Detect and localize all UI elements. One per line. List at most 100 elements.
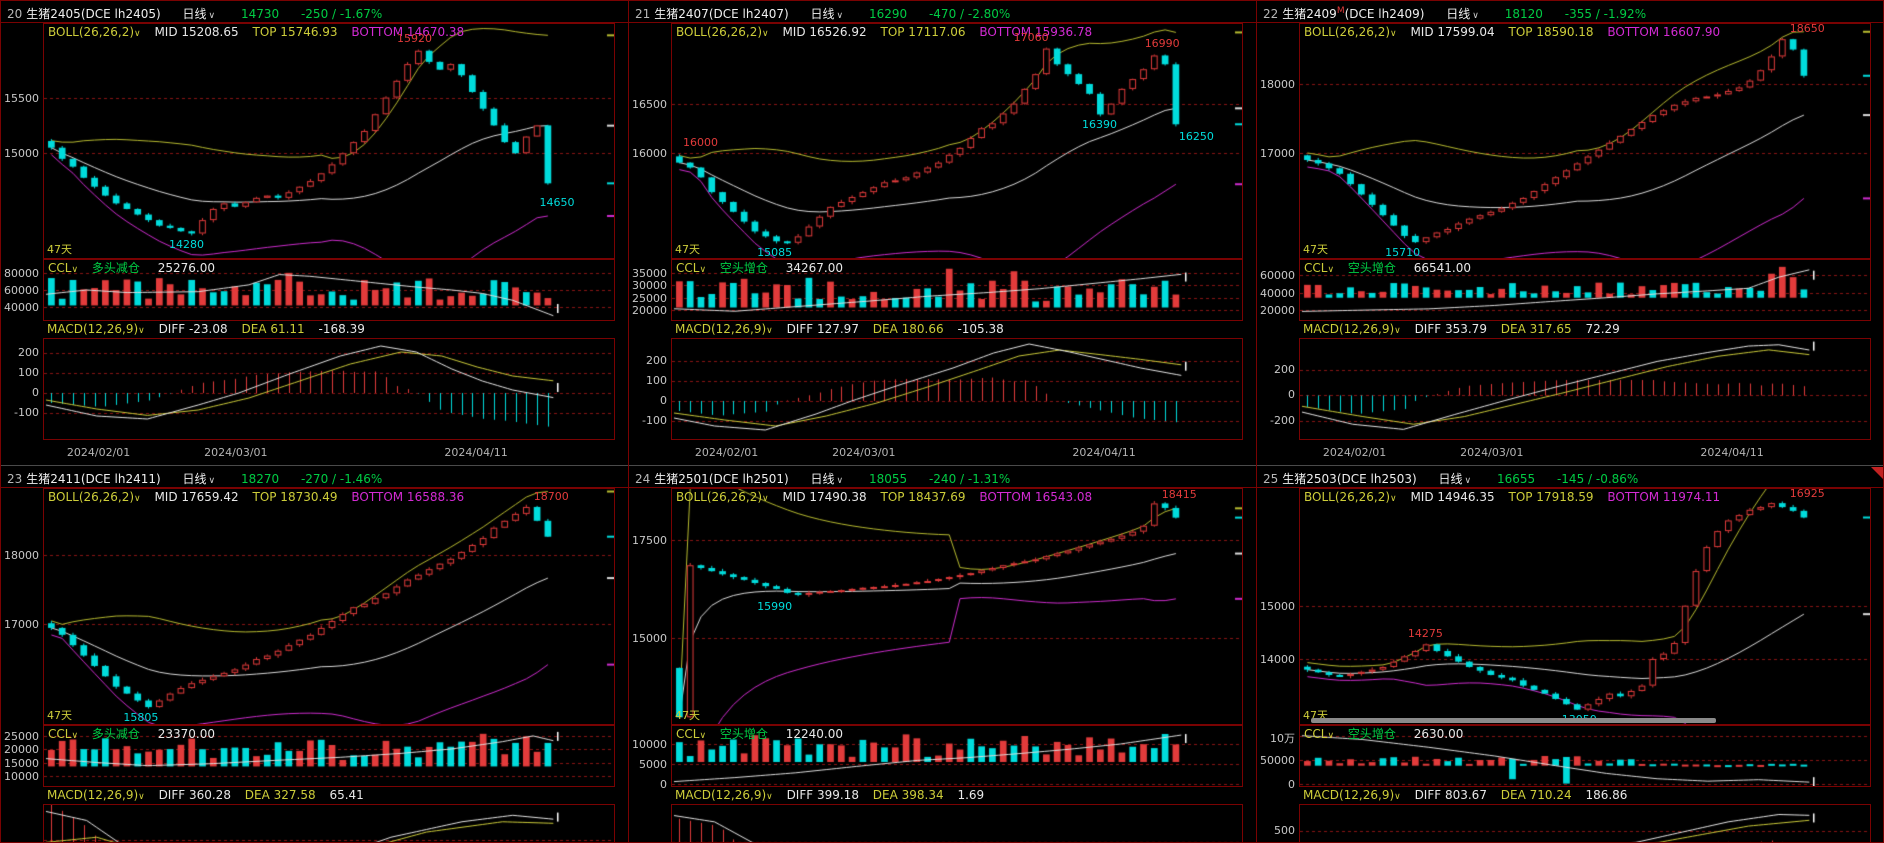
macd-chart[interactable] [672,339,1242,439]
boll-top-value: TOP 18437.69 [880,490,966,504]
candlestick-chart[interactable] [672,24,1242,258]
macd-chart[interactable] [44,339,614,439]
macd-label: MACD(12,26,9) [675,788,767,802]
scroll-corner-arrow[interactable] [1871,467,1883,480]
axis-tick-label: 17500 [632,533,667,547]
axis-tick-label: 50000 [1260,753,1295,767]
contract-code: (DCE lh2411) [80,472,161,486]
boll-label: BOLL(26,26,2) [676,25,763,39]
period-label: 日线 [1446,7,1471,21]
horizontal-scrollbar[interactable] [1311,718,1717,723]
ccl-dropdown[interactable]: CCL∨ [48,727,78,741]
boll-indicator-row: BOLL(26,26,2)∨ MID 15208.65 TOP 15746.93… [48,25,464,40]
boll-bottom-value: BOTTOM 16607.90 [1607,25,1721,39]
boll-dropdown[interactable]: BOLL(26,26,2)∨ [48,490,141,504]
date-tick: 2024/03/01 [832,446,896,459]
boll-dropdown[interactable]: BOLL(26,26,2)∨ [48,25,141,39]
boll-mid-value: MID 17659.42 [154,490,239,504]
price-annotation: 15085 [757,246,793,260]
period-label: 日线 [182,7,207,21]
open-interest-chart[interactable] [672,260,1242,320]
ccl-value: 23370.00 [157,727,215,741]
candlestick-pane: BOLL(26,26,2)∨ MID 17490.38 TOP 18437.69… [671,488,1243,725]
chart-panel: 24 生猪2501(DCE lh2501) 日线 ∨ 18055 -240 / -1… [629,466,1257,842]
period-dropdown[interactable]: 日线 ∨ [183,7,216,21]
ccl-dropdown[interactable]: CCL∨ [48,261,78,275]
last-price: 18120 [1504,7,1543,21]
panel-title-bar: 24 生猪2501(DCE lh2501) 日线 ∨ 18055 -240 / -1… [629,466,1257,487]
ccl-value: 25276.00 [157,261,215,275]
macd-chart[interactable] [1300,805,1870,842]
boll-label: BOLL(26,26,2) [1304,490,1391,504]
ccl-value: 66541.00 [1413,261,1471,275]
open-interest-chart[interactable] [1300,260,1870,320]
ccl-signal: 空头增仓 [719,727,768,741]
open-interest-chart[interactable] [672,726,1242,786]
axis-tick-label: 60000 [1260,269,1295,283]
date-tick: 2024/04/11 [1700,446,1764,459]
macd-diff-value: DIFF 353.79 [1414,322,1487,336]
candlestick-chart[interactable] [1300,489,1870,724]
macd-hist-value: 65.41 [329,788,364,802]
period-dropdown[interactable]: 日线 ∨ [811,472,844,486]
macd-indicator-row: MACD(12,26,9)∨ DIFF 399.18 DEA 398.34 1.… [675,787,984,803]
candlestick-chart[interactable] [672,489,1242,724]
axis-tick-label: 15000 [4,756,39,770]
period-dropdown[interactable]: 日线 ∨ [1439,472,1472,486]
date-axis: 2024/02/01 2024/03/01 2024/04/11 [1300,440,1872,465]
candlestick-chart[interactable] [1300,24,1870,258]
chevron-down-icon: ∨ [1327,265,1335,275]
period-dropdown[interactable]: 日线 ∨ [811,7,844,21]
macd-dropdown[interactable]: MACD(12,26,9)∨ [47,788,145,802]
macd-dropdown[interactable]: MACD(12,26,9)∨ [47,322,145,336]
open-interest-pane: CCL∨ 空头增仓 66541.00 [1299,259,1871,321]
macd-chart[interactable] [1300,339,1870,439]
macd-indicator-row: MACD(12,26,9)∨ DIFF -23.08 DEA 61.11 -16… [47,321,365,337]
period-dropdown[interactable]: 日线 ∨ [1446,7,1479,21]
boll-dropdown[interactable]: BOLL(26,26,2)∨ [676,490,769,504]
macd-pane [43,804,615,842]
ccl-dropdown[interactable]: CCL∨ [1304,261,1334,275]
axis-tick-label: 10000 [632,738,667,751]
boll-bottom-value: BOTTOM 16543.08 [979,490,1093,504]
ccl-value: 12240.00 [785,727,843,741]
title-divider [1,487,629,488]
macd-dropdown[interactable]: MACD(12,26,9)∨ [1303,322,1401,336]
macd-chart[interactable] [672,805,1242,842]
ccl-dropdown[interactable]: CCL∨ [676,727,706,741]
macd-dropdown[interactable]: MACD(12,26,9)∨ [675,788,773,802]
macd-dea-value: DEA 398.34 [872,788,944,802]
axis-tick-label: 10万 [1270,731,1295,745]
candlestick-chart[interactable] [44,24,614,258]
boll-dropdown[interactable]: BOLL(26,26,2)∨ [1304,490,1397,504]
macd-dropdown[interactable]: MACD(12,26,9)∨ [1303,788,1401,802]
axis-tick-label: 30000 [632,279,667,292]
period-dropdown[interactable]: 日线 ∨ [183,472,216,486]
boll-dropdown[interactable]: BOLL(26,26,2)∨ [1304,25,1397,39]
macd-dea-value: DEA 61.11 [241,322,305,336]
boll-top-value: TOP 17117.06 [880,25,966,39]
macd-diff-value: DIFF 360.28 [158,788,231,802]
macd-chart[interactable] [44,805,614,842]
open-interest-chart[interactable] [1300,726,1870,786]
ccl-value: 34267.00 [785,261,843,275]
axis-tick-label: 10000 [4,769,39,783]
chevron-down-icon: ∨ [762,29,769,39]
candlestick-chart[interactable] [44,489,614,724]
ccl-dropdown[interactable]: CCL∨ [1304,727,1334,741]
boll-top-value: TOP 18590.18 [1508,25,1594,39]
ccl-value: 2630.00 [1413,727,1464,741]
macd-dropdown[interactable]: MACD(12,26,9)∨ [675,322,773,336]
open-interest-chart[interactable] [44,726,614,786]
boll-top-value: TOP 17918.59 [1508,490,1594,504]
days-count-label: 47天 [675,243,700,256]
days-count-label: 47天 [1303,243,1328,256]
panel-separator [1256,1,1257,842]
open-interest-chart[interactable] [44,260,614,320]
chevron-down-icon: ∨ [1390,29,1397,39]
axis-tick-label: 0 [1288,388,1295,402]
chevron-down-icon: ∨ [699,265,707,275]
boll-dropdown[interactable]: BOLL(26,26,2)∨ [676,25,769,39]
panel-number: 20 [7,7,23,21]
ccl-dropdown[interactable]: CCL∨ [676,261,706,275]
